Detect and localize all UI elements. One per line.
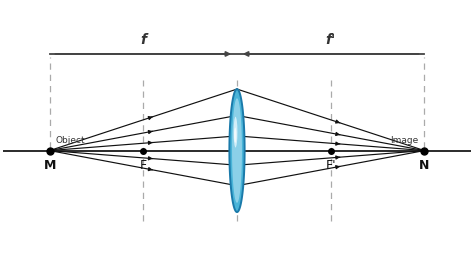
Text: F: F <box>140 159 147 172</box>
Polygon shape <box>232 98 242 203</box>
Text: Object: Object <box>55 136 85 145</box>
Text: f': f' <box>326 33 336 47</box>
Text: f: f <box>140 33 146 47</box>
Polygon shape <box>229 89 245 212</box>
Text: Image: Image <box>390 136 418 145</box>
Ellipse shape <box>234 117 237 147</box>
Text: F': F' <box>325 159 336 172</box>
Ellipse shape <box>234 127 237 143</box>
Text: M: M <box>44 159 56 172</box>
Text: N: N <box>419 159 429 172</box>
